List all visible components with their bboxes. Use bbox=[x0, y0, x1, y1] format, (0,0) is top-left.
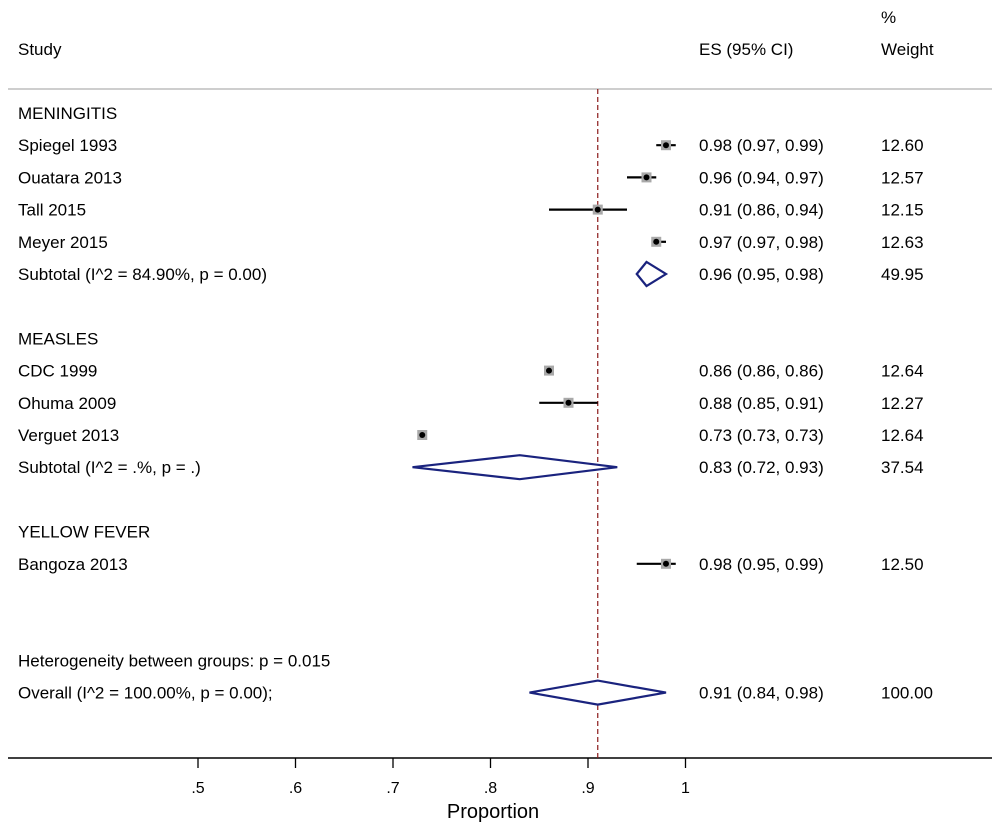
weight-value: 12.50 bbox=[881, 555, 924, 574]
point-estimate bbox=[663, 560, 669, 567]
es-ci-value: 0.97 (0.97, 0.98) bbox=[699, 233, 824, 252]
x-tick-label: .5 bbox=[191, 780, 204, 797]
es-ci-value: 0.96 (0.94, 0.97) bbox=[699, 168, 824, 187]
es-ci-value: 0.98 (0.95, 0.99) bbox=[699, 555, 824, 574]
weight-value: 12.64 bbox=[881, 362, 924, 381]
point-estimate bbox=[594, 206, 601, 213]
study-label: Verguet 2013 bbox=[18, 426, 119, 445]
study-label: Meyer 2015 bbox=[18, 233, 108, 252]
heterogeneity-note: Heterogeneity between groups: p = 0.015 bbox=[18, 651, 330, 670]
weight-value: 100.00 bbox=[881, 684, 933, 703]
study-label: Subtotal (I^2 = .%, p = .) bbox=[18, 458, 201, 477]
es-ci-value: 0.91 (0.86, 0.94) bbox=[699, 201, 824, 220]
study-label: Bangoza 2013 bbox=[18, 555, 128, 574]
study-label: Ohuma 2009 bbox=[18, 394, 116, 413]
pooled-diamond bbox=[412, 454, 618, 481]
pooled-diamond bbox=[635, 260, 669, 288]
weight-value: 12.27 bbox=[881, 394, 924, 413]
es-ci-value: 0.73 (0.73, 0.73) bbox=[699, 426, 824, 445]
es-ci-value: 0.91 (0.84, 0.98) bbox=[699, 684, 824, 703]
weight-value: 12.15 bbox=[881, 201, 924, 220]
point-estimate bbox=[643, 174, 650, 181]
x-axis-label: Proportion bbox=[447, 801, 539, 823]
header-weight: Weight bbox=[881, 40, 934, 59]
x-tick-label: 1 bbox=[681, 780, 690, 797]
pooled-diamond bbox=[529, 679, 667, 706]
point-estimate bbox=[546, 367, 552, 374]
point-estimate bbox=[663, 142, 669, 149]
weight-value: 12.57 bbox=[881, 168, 924, 187]
weight-value: 12.60 bbox=[881, 136, 924, 155]
es-ci-value: 0.83 (0.72, 0.93) bbox=[699, 458, 824, 477]
x-tick-label: .7 bbox=[386, 780, 399, 797]
point-estimate bbox=[565, 399, 572, 406]
forest-rows: MENINGITIS Spiegel 1993 0.98 (0.97, 0.99) 1… bbox=[18, 104, 933, 706]
x-axis-ticks: .5 .6 .7 .8 .9 1 bbox=[191, 758, 690, 797]
es-ci-value: 0.88 (0.85, 0.91) bbox=[699, 394, 824, 413]
study-label: Tall 2015 bbox=[18, 201, 86, 220]
study-label: Overall (I^2 = 100.00%, p = 0.00); bbox=[18, 684, 273, 703]
header-es: ES (95% CI) bbox=[699, 40, 793, 59]
weight-value: 37.54 bbox=[881, 458, 924, 477]
x-tick-label: .9 bbox=[581, 780, 594, 797]
point-estimate bbox=[419, 432, 426, 438]
group-label: MEASLES bbox=[18, 329, 98, 348]
group-label: YELLOW FEVER bbox=[18, 523, 150, 542]
weight-value: 12.64 bbox=[881, 426, 924, 445]
group-label: MENINGITIS bbox=[18, 104, 117, 123]
x-tick-label: .6 bbox=[289, 780, 302, 797]
es-ci-value: 0.86 (0.86, 0.86) bbox=[699, 362, 824, 381]
weight-value: 49.95 bbox=[881, 265, 924, 284]
x-tick-label: .8 bbox=[484, 780, 497, 797]
study-label: Spiegel 1993 bbox=[18, 136, 117, 155]
study-label: Subtotal (I^2 = 84.90%, p = 0.00) bbox=[18, 265, 267, 284]
header-study: Study bbox=[18, 40, 62, 59]
point-estimate bbox=[653, 238, 660, 245]
study-label: Ouatara 2013 bbox=[18, 168, 122, 187]
study-label: CDC 1999 bbox=[18, 362, 97, 381]
es-ci-value: 0.96 (0.95, 0.98) bbox=[699, 265, 824, 284]
weight-value: 12.63 bbox=[881, 233, 924, 252]
header-weight-percent: % bbox=[881, 8, 896, 27]
es-ci-value: 0.98 (0.97, 0.99) bbox=[699, 136, 824, 155]
